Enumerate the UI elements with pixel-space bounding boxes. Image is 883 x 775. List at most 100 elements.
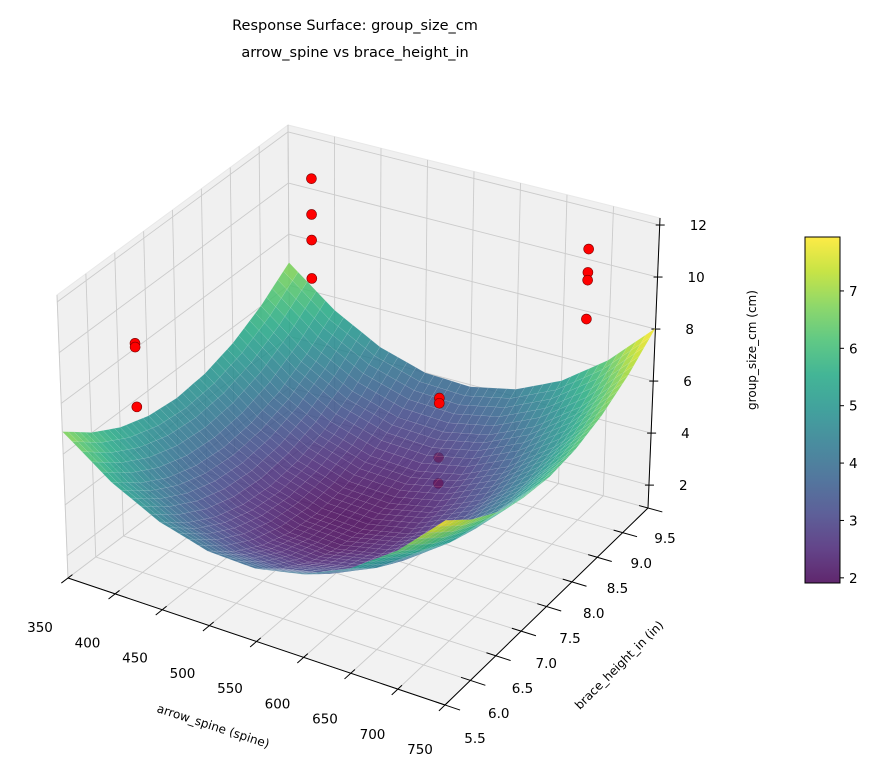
y-gridline bbox=[56, 294, 69, 579]
tick-labels: 350 400 450 500 550 600 650 700 750 5.56.06.57.07… bbox=[27, 218, 707, 758]
x-axis-label: arrow_spine (spine) bbox=[155, 701, 271, 751]
colorbar-frame bbox=[804, 236, 841, 584]
surface-patch bbox=[586, 415, 602, 429]
y-tick-mark bbox=[460, 676, 486, 686]
x-tick-mark bbox=[344, 669, 356, 680]
z-tick-label: 10 bbox=[688, 270, 705, 286]
z-gridline bbox=[56, 131, 289, 303]
surface-patch bbox=[550, 460, 566, 473]
x-tick-label: 550 bbox=[217, 681, 243, 697]
data-point bbox=[306, 209, 317, 220]
y-tick-label: 9.0 bbox=[631, 556, 652, 572]
surface-patch bbox=[592, 407, 608, 423]
surface-patch bbox=[581, 422, 597, 436]
data-point bbox=[306, 234, 317, 246]
x-tick-label: 700 bbox=[360, 727, 386, 743]
z-gridline bbox=[58, 182, 289, 353]
x-tick-label: 450 bbox=[122, 651, 148, 667]
y-tick-label: 7.5 bbox=[559, 631, 580, 647]
z-gridline bbox=[288, 233, 656, 330]
surface-patch bbox=[602, 391, 618, 406]
chart-subtitle: arrow_spine vs brace_height_in bbox=[241, 45, 468, 61]
data-point bbox=[306, 273, 318, 284]
z-gridline bbox=[62, 284, 290, 455]
z-tick-label: 12 bbox=[690, 218, 707, 234]
surface-patch bbox=[524, 485, 540, 496]
y-axis-label: brace_height_in (in) bbox=[572, 618, 666, 712]
colorbar: 2 3 4 5 6 7 bbox=[804, 236, 858, 587]
x-tick-mark bbox=[108, 590, 120, 600]
z-tick-label: 8 bbox=[685, 322, 694, 338]
data-point bbox=[131, 401, 143, 413]
surface-patch bbox=[493, 506, 509, 516]
surface-patch bbox=[640, 328, 656, 345]
y-tick-label: 6.0 bbox=[488, 706, 509, 722]
x-tick-mark bbox=[438, 700, 450, 712]
x-tick-mark bbox=[155, 605, 167, 616]
x-gridline bbox=[602, 206, 614, 496]
surface-patch bbox=[503, 500, 519, 510]
z-gridline bbox=[287, 131, 660, 226]
y-tick-label: 6.5 bbox=[512, 681, 533, 697]
surface-patch bbox=[571, 435, 587, 450]
y-tick-mark bbox=[486, 652, 511, 662]
surface-patch bbox=[618, 365, 634, 382]
x-tick-mark bbox=[249, 637, 262, 648]
z-axis-label: group_size_cm (cm) bbox=[745, 290, 759, 410]
y-gridline bbox=[123, 535, 496, 657]
y-tick-mark bbox=[511, 627, 537, 637]
surface-patch bbox=[613, 374, 629, 390]
x-tick-mark bbox=[61, 574, 73, 584]
colorbar-tick-label: 7 bbox=[849, 284, 858, 300]
y-tick-mark bbox=[613, 529, 638, 538]
surface-patch bbox=[440, 519, 457, 527]
surface-patch bbox=[576, 428, 592, 443]
surface-patch bbox=[534, 476, 550, 488]
data-point bbox=[434, 397, 445, 409]
colorbar-tick-label: 3 bbox=[849, 513, 858, 529]
data-point bbox=[583, 243, 594, 255]
surface-patch bbox=[529, 481, 545, 492]
axis-lines bbox=[61, 217, 665, 712]
y-tick-mark bbox=[588, 554, 612, 562]
colorbar-gradient bbox=[805, 237, 840, 583]
y-gridline bbox=[95, 556, 471, 681]
z-gridline bbox=[289, 284, 654, 382]
colorbar-tick-label: 5 bbox=[849, 399, 858, 415]
x-tick-mark bbox=[296, 653, 309, 664]
data-point bbox=[129, 341, 141, 353]
x-tick-label: 500 bbox=[170, 666, 196, 682]
y-tick-label: 8.0 bbox=[583, 606, 604, 622]
y-tick-label: 9.5 bbox=[654, 531, 675, 547]
x-tick-label: 350 bbox=[27, 620, 53, 636]
surface-patch bbox=[597, 399, 613, 414]
y-tick-label: 8.5 bbox=[607, 581, 628, 597]
z-tick-label: 6 bbox=[683, 374, 692, 390]
surface-patch bbox=[560, 449, 576, 462]
surface-patch bbox=[555, 454, 571, 467]
y-tick-mark bbox=[562, 578, 587, 587]
surface-patch bbox=[565, 442, 581, 456]
y-gridline bbox=[85, 273, 97, 558]
x-tick-mark bbox=[391, 684, 403, 696]
x-tick-label: 650 bbox=[312, 712, 338, 728]
data-point bbox=[582, 274, 593, 286]
surface-patch bbox=[624, 356, 640, 373]
surface-patch bbox=[435, 519, 452, 527]
surface-patch bbox=[634, 337, 651, 354]
data-point bbox=[306, 173, 317, 184]
z-axis-line bbox=[647, 217, 661, 509]
surface-patch bbox=[518, 489, 534, 500]
z-tick-label: 2 bbox=[679, 478, 688, 494]
y-tick-mark bbox=[537, 603, 562, 612]
response-surface bbox=[61, 262, 656, 575]
y-tick-mark bbox=[638, 505, 663, 513]
x-tick-label: 600 bbox=[265, 696, 291, 712]
data-point bbox=[581, 313, 592, 325]
points-front bbox=[129, 173, 594, 413]
colorbar-tick-label: 4 bbox=[849, 456, 858, 472]
z-tick-label: 4 bbox=[681, 426, 690, 442]
chart-title: Response Surface: group_size_cm bbox=[232, 18, 478, 34]
